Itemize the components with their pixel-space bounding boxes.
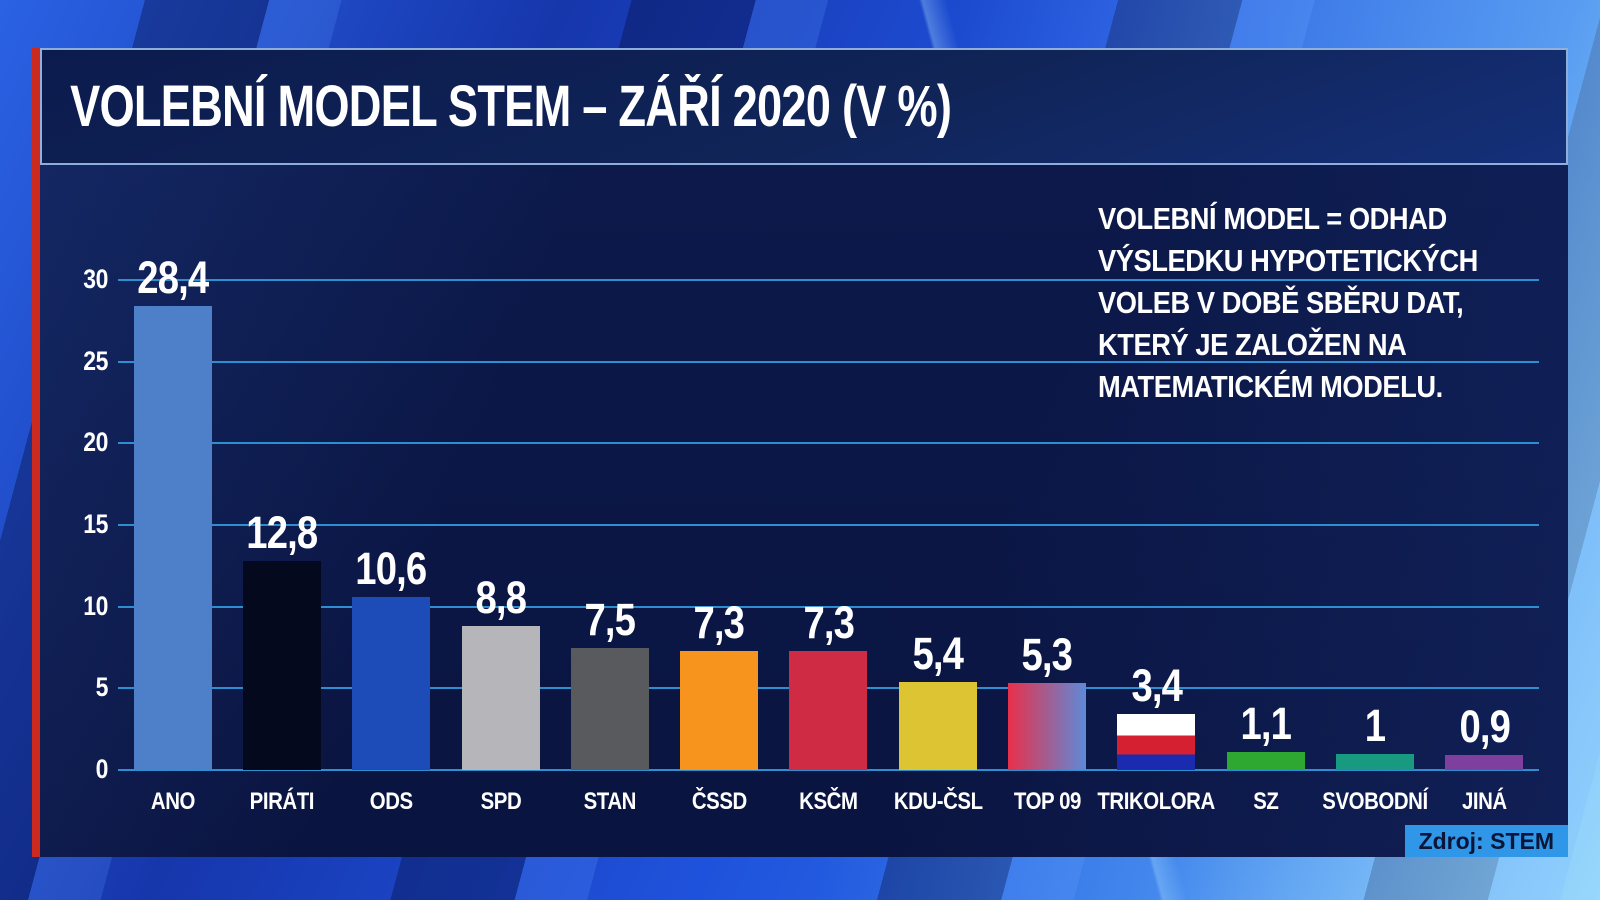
value-label-svobodn-: 1 [1275, 700, 1475, 752]
category-label-trikolora: TRIKOLORA [1066, 788, 1246, 816]
y-tick-label: 0 [95, 754, 109, 784]
value-label-text: 7,3 [803, 596, 854, 648]
value-label-text: 1,1 [1240, 698, 1292, 750]
value-label-ods: 10,6 [291, 543, 491, 595]
bar-chart-plot-area: 0 5 10 15 20 25 30 28,4 ANO 12,8 PIRÁTI 10,6 ODS 8,8 S… [83, 252, 1539, 815]
value-label-stan: 7,5 [510, 594, 710, 646]
annotation-text: VOLEBNÍ MODEL = ODHAD VÝSLEDKU HYPOTETIC… [1098, 201, 1478, 404]
bar-pir-ti [242, 560, 321, 770]
value-label-text: 7,5 [584, 593, 636, 645]
value-label-text: 1 [1364, 699, 1386, 751]
category-label-ano: ANO [83, 788, 263, 816]
bar-column-spd: 8,8 SPD [446, 280, 555, 815]
value-label-text: 8,8 [475, 572, 526, 624]
bar-spd [461, 626, 540, 770]
category-label--ssd: ČSSD [629, 788, 809, 816]
value-label-text: 5,4 [912, 627, 964, 679]
bar-trikolora [1117, 714, 1196, 770]
value-label-trikolora: 3,4 [1056, 660, 1256, 712]
category-label-pir-ti: PIRÁTI [192, 788, 372, 816]
gridline-15 [118, 524, 1539, 526]
bar-column-ods: 10,6 ODS [337, 280, 446, 815]
bar-top-09 [1008, 683, 1087, 770]
category-label-ks-m: KSČM [738, 788, 918, 816]
value-label-text: 28,4 [137, 252, 209, 304]
category-label-text: SVOBODNÍ [1322, 788, 1428, 815]
gridline-0 [118, 769, 1539, 771]
category-label-text: TRIKOLORA [1097, 788, 1216, 815]
value-label-text: 3,4 [1131, 660, 1182, 712]
y-tick-label: 5 [95, 672, 109, 703]
bar-ano [133, 306, 212, 770]
gridline-30 [118, 279, 1539, 281]
title-bar: VOLEBNÍ MODEL STEM – ZÁŘÍ 2020 (V %) [40, 48, 1568, 165]
category-label-ods: ODS [301, 788, 481, 816]
panel-red-accent-stripe [32, 48, 40, 857]
category-label-svobodn-: SVOBODNÍ [1285, 788, 1465, 816]
y-tick-label: 10 [83, 590, 108, 621]
bar-column-top-09: 5,3 TOP 09 [992, 280, 1101, 815]
category-label-top-09: TOP 09 [957, 788, 1137, 816]
category-label-text: KDU-ČSL [893, 788, 983, 815]
y-tick-label: 25 [83, 345, 108, 376]
category-label-spd: SPD [411, 788, 591, 816]
value-label-ks-m: 7,3 [728, 597, 928, 649]
bar-column-ano: 28,4 ANO [118, 252, 227, 815]
y-tick-label: 15 [83, 509, 108, 539]
category-label-text: JINÁ [1461, 788, 1507, 815]
gridline-20 [118, 442, 1539, 445]
category-label-text: SPD [480, 788, 521, 815]
bar-ods [352, 596, 431, 770]
bar-kdu-sl [898, 681, 977, 770]
value-label-text: 0,9 [1459, 701, 1510, 753]
source-badge: Zdroj: STEM [1404, 825, 1568, 857]
bar-column-kdu-sl: 5,4 KDU-ČSL [883, 280, 992, 815]
category-label-text: SZ [1253, 788, 1279, 815]
bar-sz [1226, 752, 1305, 770]
bar-jin- [1445, 755, 1524, 770]
category-label-jin-: JINÁ [1394, 788, 1574, 816]
bar-column-stan: 7,5 STAN [555, 280, 664, 815]
category-label-text: ODS [369, 788, 413, 815]
value-label-ano: 28,4 [73, 252, 273, 304]
bar-column-sz: 1,1 SZ [1211, 280, 1320, 815]
category-label-text: STAN [583, 788, 637, 815]
bar--ssd [680, 650, 759, 770]
category-label-stan: STAN [520, 788, 700, 816]
bar-column-ks-m: 7,3 KSČM [774, 280, 883, 815]
value-label-top-09: 5,3 [947, 629, 1147, 681]
value-label-sz: 1,1 [1166, 698, 1366, 750]
value-label-pir-ti: 12,8 [182, 507, 382, 559]
value-label-text: 10,6 [355, 542, 428, 594]
value-label-text: 12,8 [246, 506, 318, 558]
bar-svobodn- [1336, 753, 1415, 770]
value-label-text: 7,3 [693, 596, 745, 648]
bar-column-trikolora: 3,4 TRIKOLORA [1098, 280, 1216, 815]
bar-column-pir-ti: 12,8 PIRÁTI [227, 280, 336, 815]
bar-column-jin-: 0,9 JINÁ [1430, 280, 1539, 815]
bar-column-svobodn-: 1 SVOBODNÍ [1320, 280, 1429, 815]
gridline-10 [118, 605, 1539, 608]
value-label-text: 5,3 [1021, 629, 1073, 681]
category-label-text: PIRÁTI [249, 788, 315, 815]
value-label-spd: 8,8 [401, 572, 601, 624]
bar-ks-m [789, 650, 868, 770]
bar-stan [570, 647, 649, 770]
chart-panel: VOLEBNÍ MODEL STEM – ZÁŘÍ 2020 (V %) VOL… [40, 48, 1568, 857]
category-label-text: ANO [150, 788, 195, 815]
y-tick-label: 30 [83, 264, 108, 294]
page-title: VOLEBNÍ MODEL STEM – ZÁŘÍ 2020 (V %) [70, 74, 952, 139]
bar-column--ssd: 7,3 ČSSD [665, 280, 774, 815]
value-label-kdu-sl: 5,4 [838, 628, 1038, 680]
category-label-sz: SZ [1176, 788, 1356, 816]
category-label-text: ČSSD [691, 788, 747, 815]
category-label-text: TOP 09 [1013, 788, 1081, 815]
category-label-text: KSČM [799, 788, 858, 815]
value-label--ssd: 7,3 [619, 597, 819, 649]
gridline-25 [118, 360, 1539, 363]
y-tick-label: 20 [83, 427, 108, 458]
category-label-kdu-sl: KDU-ČSL [848, 788, 1028, 816]
value-label-jin-: 0,9 [1384, 701, 1584, 753]
